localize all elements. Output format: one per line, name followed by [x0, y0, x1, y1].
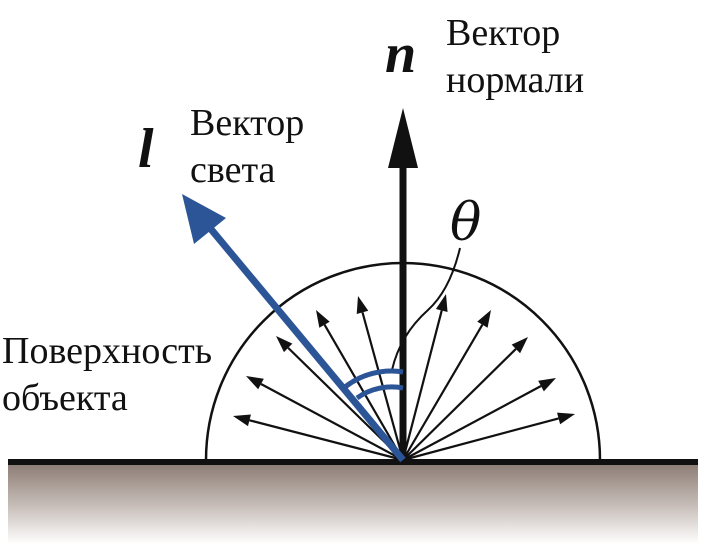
angle-arc-outer	[343, 368, 404, 389]
light-label-line2: света	[190, 149, 276, 191]
angle-arc-inner	[355, 384, 404, 401]
normal-symbol: n	[385, 23, 416, 85]
light-label-line1: Вектор	[190, 102, 304, 144]
reflected-ray-arrowhead	[511, 337, 528, 354]
reflected-ray-line	[249, 419, 404, 462]
reflected-ray-line	[402, 385, 542, 461]
reflected-ray-line	[402, 348, 517, 461]
normal-vector	[388, 108, 418, 460]
light-vector	[182, 194, 406, 463]
angle-leader-line	[391, 247, 461, 371]
reflected-ray-arrowhead	[233, 414, 251, 427]
surface-label-line1: Поверхность	[2, 330, 212, 372]
normal-label-line2: нормали	[446, 59, 584, 101]
reflected-ray-arrowhead	[477, 310, 491, 328]
reflected-ray-line	[402, 417, 559, 462]
reflected-ray-arrowhead	[557, 412, 575, 425]
reflected-ray-line	[401, 310, 443, 461]
reflected-ray-arrowhead	[246, 376, 264, 390]
normal-label-line1: Вектор	[446, 12, 560, 54]
object-surface	[8, 462, 698, 544]
reflected-ray-arrowhead	[356, 296, 369, 314]
reflected-ray-arrowhead	[435, 294, 448, 312]
light-symbol: l	[138, 118, 154, 180]
reflected-ray-arrowhead	[276, 336, 293, 353]
angle-theta-symbol: θ	[450, 193, 481, 253]
reflected-ray-arrowhead	[538, 378, 556, 392]
surface-label-line2: объекта	[2, 377, 128, 419]
reflected-ray-line	[260, 383, 404, 461]
reflected-ray-arrowhead	[316, 310, 330, 328]
reflected-ray-line	[402, 324, 484, 461]
